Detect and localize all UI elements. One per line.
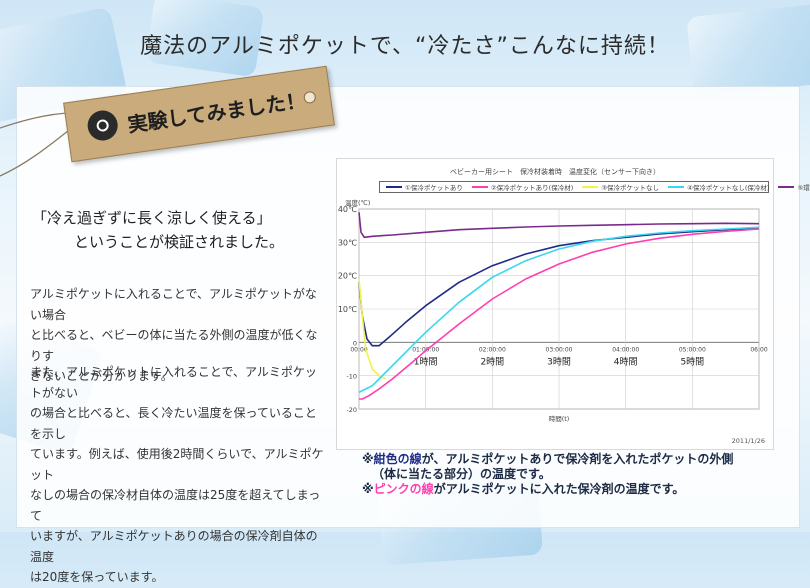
legend-label: ⑤環境温度	[797, 184, 810, 192]
legend-item: ⑤環境温度	[778, 182, 810, 192]
temperature-chart: ベビーカー用シート 保冷材装着時 温度変化（センサー下向き） ①保冷ポケットあり…	[336, 158, 810, 450]
legend-item: ②保冷ポケットあり(保冷材)	[471, 182, 574, 192]
paragraph-line: アルミポケットに入れることで、アルミポケットがない場合	[30, 287, 317, 322]
legend-item: ③保冷ポケットなし	[582, 182, 659, 192]
note-navy-line-label: 紺色の線	[373, 452, 422, 466]
x-tick-label: 05:00:00	[679, 346, 706, 353]
y-tick-label: -20	[346, 406, 357, 414]
tag-hole	[302, 90, 317, 105]
note-line-3-text: がアルミポケットに入れた保冷剤の温度です。	[433, 482, 685, 496]
note-mark: ※	[362, 452, 374, 466]
chart-date-stamp: 2011/1/26	[731, 437, 765, 445]
chart-title: ベビーカー用シート 保冷材装着時 温度変化（センサー下向き）	[450, 168, 660, 176]
x-tick-label: 00:00	[350, 346, 367, 353]
x-hour-label: 1時間	[414, 356, 438, 367]
paragraph-line: なしの場合の保冷材自体の温度は25度を超えてしまって	[30, 488, 321, 523]
note-line-3: ※ピンクの線がアルミポケットに入れた保冷剤の温度です。	[362, 482, 733, 497]
legend-label: ②保冷ポケットあり(保冷材)	[490, 184, 574, 192]
paragraph-line: ています。例えば、使用後2時間くらいで、アルミポケット	[30, 447, 324, 482]
quote-line-2: ということが検証されました。	[74, 233, 285, 251]
x-tick-label: 02:00:00	[479, 346, 506, 353]
paragraph-line: ぎないことが分かります。	[30, 369, 173, 383]
tag-label: 実験してみました！	[126, 88, 308, 137]
note-line-1: ※紺色の線が、アルミポケットありで保冷剤を入れたポケットの外側	[362, 452, 733, 467]
series-line	[358, 278, 387, 380]
explanation-paragraph-2: また、アルミポケットに入れることで、アルミポケットがない の場合と比べると、長く…	[30, 362, 326, 588]
series-line	[358, 212, 760, 239]
note-pink-line-label: ピンクの線	[373, 482, 434, 496]
x-tick-label: 03:00:00	[546, 346, 573, 353]
legend-swatch	[471, 186, 488, 188]
legend-swatch	[386, 186, 402, 188]
x-hour-label: 4時間	[614, 356, 638, 367]
note-line-2: （体に当たる部分）の温度です。	[372, 467, 551, 481]
legend-item: ④保冷ポケットなし(保冷材)	[668, 182, 769, 192]
page-headline: 魔法のアルミポケットで、“冷たさ”こんなに持続！	[140, 34, 670, 59]
y-tick-label: 10℃	[338, 305, 357, 314]
paragraph-line: は20度を保っています。	[30, 570, 164, 584]
legend-label: ④保冷ポケットなし(保冷材)	[687, 184, 770, 192]
verified-quote: 「冷え過ぎずに長く涼しく使える」 ということが検証されました。	[32, 206, 284, 254]
explanation-paragraph-1: アルミポケットに入れることで、アルミポケットがない場合 と比べると、ベビーの体に…	[30, 284, 326, 387]
series-line	[358, 227, 760, 347]
note-line-1-text: が、アルミポケットありで保冷剤を入れたポケットの外側	[421, 452, 734, 466]
paragraph-line: いますが、アルミポケットありの場合の保冷剤自体の温度	[30, 529, 318, 564]
y-axis-unit-label: 温度(℃)	[345, 199, 371, 207]
series-line	[359, 228, 760, 400]
x-axis-label: 時間(t)	[549, 415, 570, 423]
paragraph-line: と比べると、ベビーの体に当たる外側の温度が低くなりす	[30, 328, 318, 363]
x-hour-label: 3時間	[547, 356, 571, 367]
y-tick-label: 40℃	[338, 205, 357, 214]
logo-icon	[85, 108, 120, 143]
paragraph-line: また、アルミポケットに入れることで、アルミポケットがない	[30, 365, 317, 400]
legend-item: ①保冷ポケットあり	[386, 182, 463, 192]
y-tick-label: 20℃	[338, 272, 357, 281]
quote-line-1: 「冷え過ぎずに長く涼しく使える」	[32, 209, 272, 227]
x-hour-label: 5時間	[680, 356, 704, 367]
note-mark: ※	[362, 482, 374, 496]
legend-label: ①保冷ポケットあり	[405, 184, 463, 192]
chart-legend: ①保冷ポケットあり ②保冷ポケットあり(保冷材) ③保冷ポケットなし ④保冷ポケットな…	[379, 181, 810, 193]
y-tick-label: 30℃	[338, 238, 357, 247]
y-tick-label: -10	[346, 373, 357, 381]
legend-label: ③保冷ポケットなし	[601, 184, 660, 192]
x-hour-label: 2時間	[480, 356, 504, 367]
legend-swatch	[668, 186, 685, 188]
x-tick-label: 06:00	[750, 346, 767, 353]
chart-notes: ※紺色の線が、アルミポケットありで保冷剤を入れたポケットの外側 （体に当たる部分…	[362, 452, 733, 497]
legend-swatch	[778, 186, 795, 188]
series-line	[358, 226, 760, 394]
y-tick-label: 0	[353, 339, 357, 347]
legend-swatch	[582, 186, 599, 188]
x-tick-label: 04:00:00	[612, 346, 639, 353]
paragraph-line: の場合と比べると、長く冷たい温度を保っていることを示し	[30, 406, 317, 441]
